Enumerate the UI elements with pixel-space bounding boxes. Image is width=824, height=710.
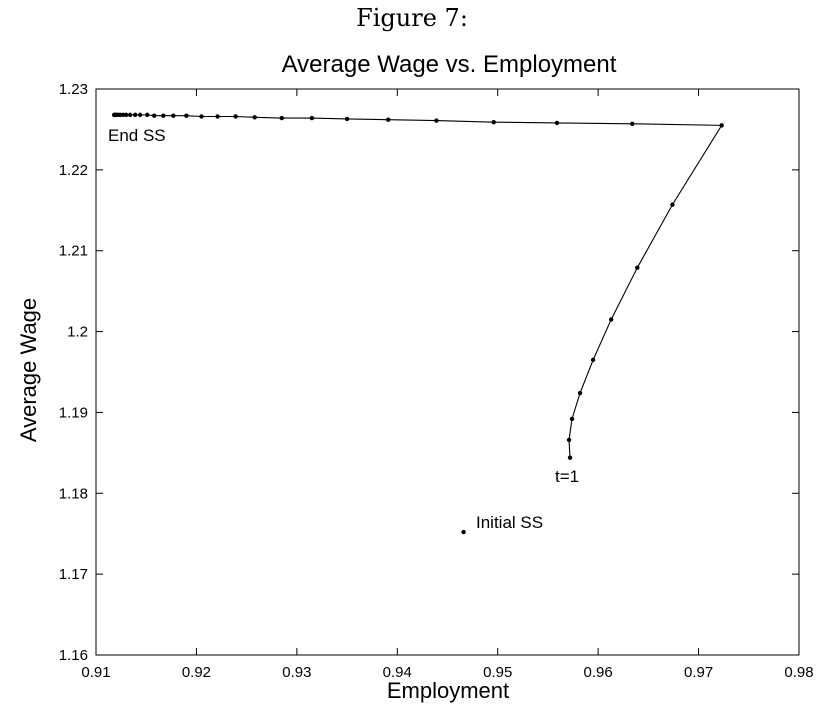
data-point [215, 114, 220, 119]
data-point [670, 202, 675, 207]
y-tick-label: 1.23 [59, 81, 88, 98]
data-point [120, 112, 126, 118]
y-tick-label: 1.18 [59, 485, 88, 502]
data-point [569, 416, 575, 422]
data-point [127, 112, 133, 118]
figure-caption: Figure 7: [356, 4, 468, 32]
data-point [152, 113, 157, 118]
data-point [145, 112, 150, 118]
data-point [608, 317, 614, 322]
series-line [114, 114, 723, 458]
y-tick-label: 1.16 [59, 647, 88, 664]
data-point [344, 116, 350, 122]
y-tick-label: 1.2 [67, 324, 88, 341]
data-point [111, 112, 117, 118]
data-point [577, 390, 583, 396]
data-point [554, 120, 560, 126]
x-axis-label: Employment [387, 678, 509, 703]
x-tick-label: 0.91 [81, 664, 110, 681]
initial-ss-point [461, 529, 466, 535]
plot-frame [95, 88, 800, 656]
x-tick-label: 0.96 [584, 664, 613, 681]
y-tick-label: 1.17 [59, 566, 88, 583]
data-point [252, 115, 257, 120]
axis-ticks: 0.91 0.92 0.93 0.94 0.95 0.96 0.97 0.98 1.16 1.17… [59, 81, 814, 681]
annotation-t1: t=1 [555, 467, 579, 486]
data-series [111, 112, 724, 535]
data-point [590, 357, 596, 363]
data-point [184, 113, 189, 118]
data-point [434, 118, 439, 123]
data-point [719, 123, 724, 128]
y-axis-label: Average Wage [16, 298, 41, 442]
data-point [630, 121, 635, 126]
y-tick-label: 1.19 [59, 404, 88, 421]
data-point [567, 455, 573, 460]
data-point [123, 112, 129, 118]
data-point [137, 112, 143, 118]
y-tick-label: 1.22 [59, 162, 88, 179]
data-point [171, 113, 176, 118]
x-tick-label: 0.94 [383, 664, 412, 681]
data-point [491, 119, 496, 125]
x-tick-label: 0.95 [483, 664, 512, 681]
x-tick-label: 0.92 [182, 664, 211, 681]
annotation-end-ss: End SS [108, 126, 166, 145]
data-point [566, 437, 572, 443]
data-point [233, 114, 238, 119]
data-point [279, 115, 284, 121]
x-tick-label: 0.97 [684, 664, 713, 681]
chart-title: Average Wage vs. Employment [282, 51, 617, 78]
annotation-initial-ss: Initial SS [476, 513, 543, 532]
y-tick-label: 1.21 [59, 243, 88, 260]
data-point [161, 113, 166, 118]
x-tick-label: 0.93 [282, 664, 311, 681]
data-point [132, 112, 138, 118]
data-point [199, 114, 204, 119]
data-point [635, 265, 640, 270]
x-tick-label: 0.98 [784, 664, 813, 681]
data-point [309, 115, 315, 121]
data-point [386, 117, 391, 122]
